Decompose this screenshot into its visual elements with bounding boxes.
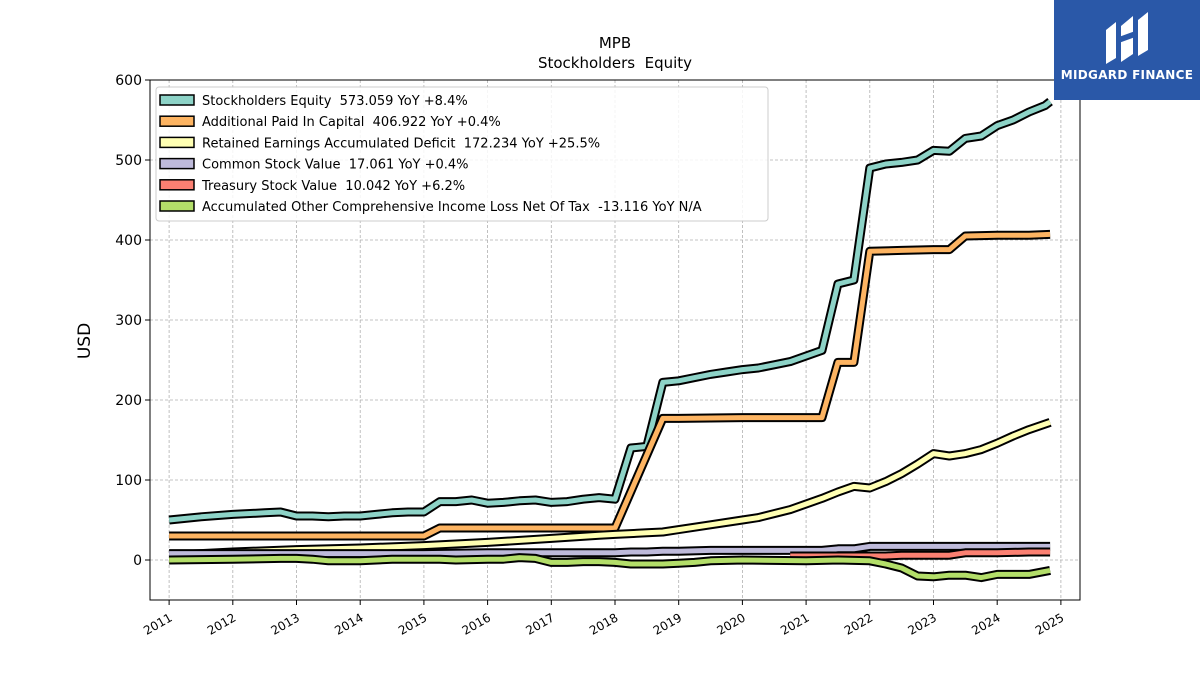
y-axis-ticks: 0 100 200 300 400 500 600 <box>115 73 150 569</box>
x-tick-label: 2013 <box>269 610 302 637</box>
x-tick-label: 2012 <box>205 610 238 637</box>
legend-label-4: Common Stock Value 17.061 YoY +0.4% <box>202 158 469 173</box>
x-tick-label: 2022 <box>842 610 875 637</box>
y-axis-label: USD <box>75 323 95 359</box>
legend-label-6: Accumulated Other Comprehensive Income L… <box>202 200 702 215</box>
chart-title: MPB <box>599 34 631 52</box>
y-tick-label: 200 <box>115 393 142 409</box>
x-tick-label: 2015 <box>396 610 429 637</box>
x-tick-label: 2021 <box>778 610 811 637</box>
chart-subtitle: Stockholders Equity <box>538 54 692 72</box>
plot-frame <box>149 79 1081 601</box>
y-tick-label: 600 <box>115 73 142 89</box>
brand-badge: MIDGARD FINANCE <box>1054 0 1200 100</box>
x-axis-ticks: 2011 2012 2013 2014 2015 2016 2017 2018 2019 2020… <box>141 600 1066 638</box>
midgard-logo-icon <box>1106 12 1148 64</box>
x-tick-label: 2018 <box>587 610 620 637</box>
legend-swatch-4 <box>159 157 195 170</box>
x-tick-label: 2025 <box>1033 610 1066 637</box>
series-line-1 <box>168 99 1052 523</box>
y-tick-label: 500 <box>115 153 142 169</box>
x-tick-label: 2011 <box>141 610 174 637</box>
series-lines <box>168 98 1053 583</box>
legend-swatch-2 <box>159 115 195 127</box>
x-tick-label: 2017 <box>523 610 556 637</box>
legend-swatch-3 <box>159 136 195 149</box>
legend-label-5: Treasury Stock Value 10.042 YoY +6.2% <box>201 179 465 194</box>
legend-label-2: Additional Paid In Capital 406.922 YoY +… <box>202 115 501 130</box>
x-tick-label: 2019 <box>651 610 684 637</box>
y-tick-label: 100 <box>115 473 142 489</box>
series-line-3 <box>168 420 1051 558</box>
x-tick-label: 2016 <box>460 610 493 637</box>
series-line-6 <box>169 555 1051 581</box>
x-tick-label: 2020 <box>714 610 747 637</box>
y-tick-label: 400 <box>115 233 142 249</box>
series-line-2 <box>169 231 1051 539</box>
series-outline-2 <box>169 229 1051 541</box>
legend: Stockholders Equity 573.059 YoY +8.4% Add… <box>155 86 769 222</box>
x-tick-label: 2023 <box>906 610 939 637</box>
y-tick-label: 0 <box>133 553 142 569</box>
legend-label-1: Stockholders Equity 573.059 YoY +8.4% <box>202 94 468 109</box>
y-tick-label: 300 <box>115 313 142 329</box>
legend-swatch-1 <box>159 94 195 106</box>
brand-name: MIDGARD FINANCE <box>1060 68 1194 82</box>
x-tick-label: 2024 <box>969 610 1002 637</box>
legend-swatch-6 <box>159 200 195 212</box>
series-line-4 <box>169 543 1051 557</box>
x-tick-label: 2014 <box>332 610 365 637</box>
legend-swatch-5 <box>159 179 195 191</box>
legend-box <box>155 86 769 222</box>
legend-label-3: Retained Earnings Accumulated Deficit 17… <box>202 136 600 151</box>
